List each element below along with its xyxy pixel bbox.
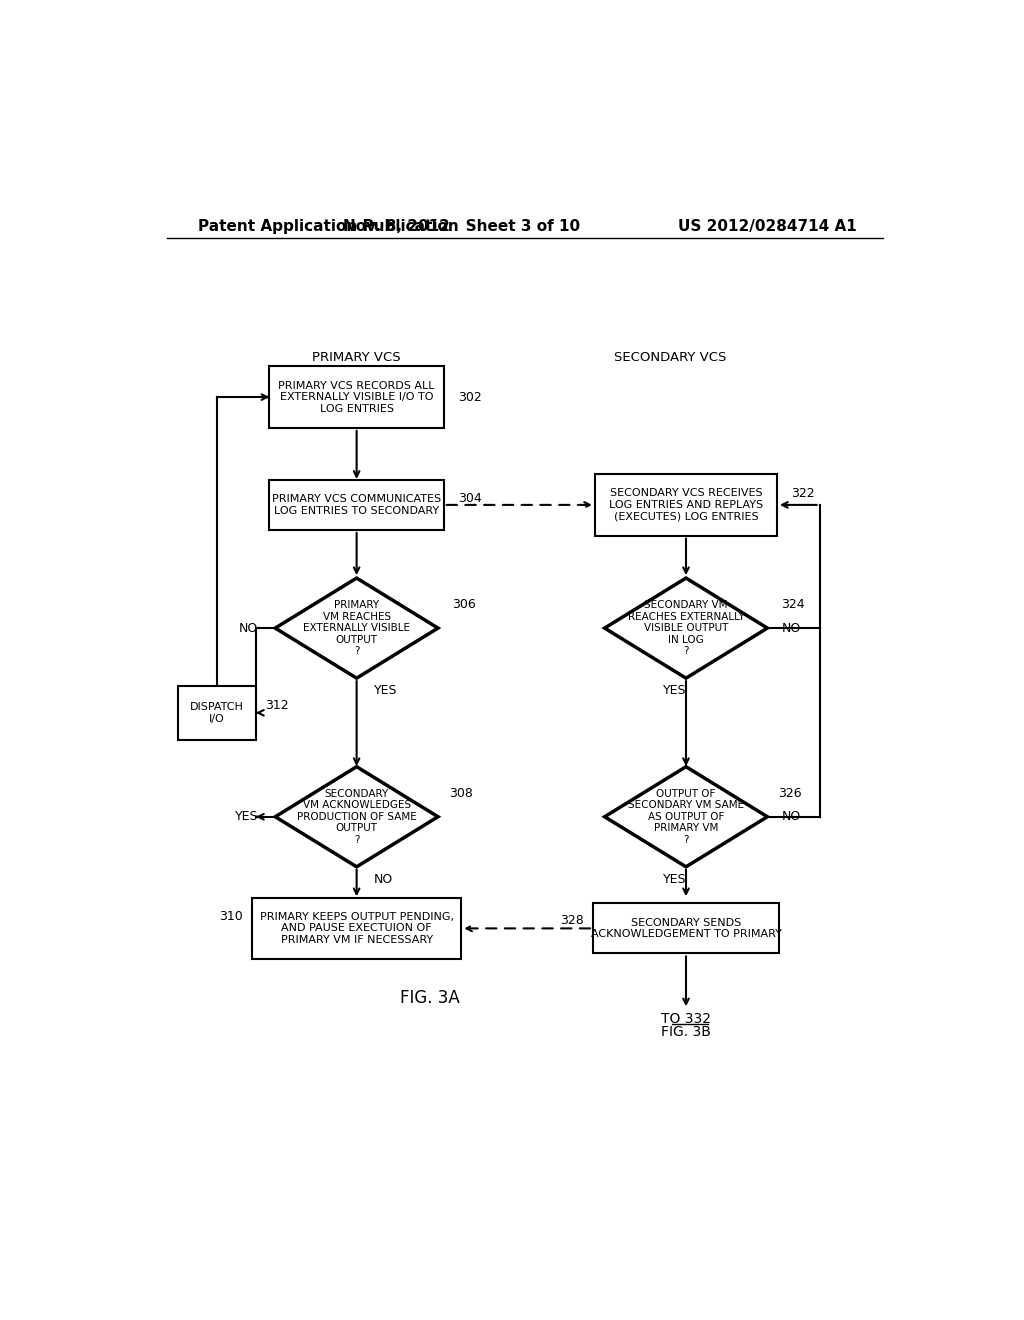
- Text: YES: YES: [663, 684, 686, 697]
- Text: 308: 308: [449, 787, 473, 800]
- Polygon shape: [275, 767, 438, 867]
- Text: 306: 306: [452, 598, 476, 611]
- Text: PRIMARY
VM REACHES
EXTERNALLY VISIBLE
OUTPUT
?: PRIMARY VM REACHES EXTERNALLY VISIBLE OU…: [303, 599, 411, 656]
- Polygon shape: [275, 578, 438, 678]
- Text: SECONDARY VCS: SECONDARY VCS: [614, 351, 727, 363]
- Text: SECONDARY
VM ACKNOWLEDGES
PRODUCTION OF SAME
OUTPUT
?: SECONDARY VM ACKNOWLEDGES PRODUCTION OF …: [297, 788, 417, 845]
- Text: PRIMARY VCS COMMUNICATES
LOG ENTRIES TO SECONDARY: PRIMARY VCS COMMUNICATES LOG ENTRIES TO …: [272, 494, 441, 516]
- Polygon shape: [604, 578, 767, 678]
- Text: OUTPUT OF
SECONDARY VM SAME
AS OUTPUT OF
PRIMARY VM
?: OUTPUT OF SECONDARY VM SAME AS OUTPUT OF…: [628, 788, 744, 845]
- Text: NO: NO: [781, 622, 801, 635]
- Text: NO: NO: [781, 810, 801, 824]
- Text: 304: 304: [458, 492, 481, 506]
- Text: SECONDARY VCS RECEIVES
LOG ENTRIES AND REPLAYS
(EXECUTES) LOG ENTRIES: SECONDARY VCS RECEIVES LOG ENTRIES AND R…: [609, 488, 763, 521]
- Text: 326: 326: [778, 787, 802, 800]
- Text: 302: 302: [458, 391, 481, 404]
- Text: NO: NO: [374, 873, 393, 886]
- Text: FIG. 3B: FIG. 3B: [662, 1026, 711, 1039]
- FancyBboxPatch shape: [252, 898, 461, 960]
- Text: TO 332: TO 332: [662, 1012, 711, 1026]
- Text: PRIMARY VCS: PRIMARY VCS: [312, 351, 401, 363]
- FancyBboxPatch shape: [269, 480, 443, 529]
- Text: FIG. 3A: FIG. 3A: [400, 989, 460, 1007]
- FancyBboxPatch shape: [595, 474, 777, 536]
- Text: DISPATCH
I/O: DISPATCH I/O: [190, 702, 244, 723]
- Text: Nov. 8, 2012   Sheet 3 of 10: Nov. 8, 2012 Sheet 3 of 10: [343, 219, 580, 234]
- Text: YES: YES: [663, 873, 686, 886]
- Text: 324: 324: [781, 598, 805, 611]
- Text: US 2012/0284714 A1: US 2012/0284714 A1: [678, 219, 856, 234]
- FancyBboxPatch shape: [178, 686, 256, 739]
- Text: NO: NO: [239, 622, 258, 635]
- FancyBboxPatch shape: [269, 367, 443, 428]
- Text: YES: YES: [234, 810, 258, 824]
- Text: SECONDARY VM
REACHES EXTERNALLY
VISIBLE OUTPUT
IN LOG
?: SECONDARY VM REACHES EXTERNALLY VISIBLE …: [628, 599, 744, 656]
- Text: 310: 310: [219, 911, 243, 924]
- Text: 312: 312: [265, 698, 289, 711]
- Text: SECONDARY SENDS
ACKNOWLEDGEMENT TO PRIMARY: SECONDARY SENDS ACKNOWLEDGEMENT TO PRIMA…: [591, 917, 781, 940]
- FancyBboxPatch shape: [593, 903, 779, 953]
- Text: YES: YES: [374, 684, 397, 697]
- Text: 328: 328: [560, 915, 584, 927]
- Text: PRIMARY VCS RECORDS ALL
EXTERNALLY VISIBLE I/O TO
LOG ENTRIES: PRIMARY VCS RECORDS ALL EXTERNALLY VISIB…: [279, 380, 435, 413]
- Polygon shape: [604, 767, 767, 867]
- Text: 322: 322: [791, 487, 815, 500]
- Text: PRIMARY KEEPS OUTPUT PENDING,
AND PAUSE EXECTUION OF
PRIMARY VM IF NECESSARY: PRIMARY KEEPS OUTPUT PENDING, AND PAUSE …: [260, 912, 454, 945]
- Text: Patent Application Publication: Patent Application Publication: [198, 219, 459, 234]
